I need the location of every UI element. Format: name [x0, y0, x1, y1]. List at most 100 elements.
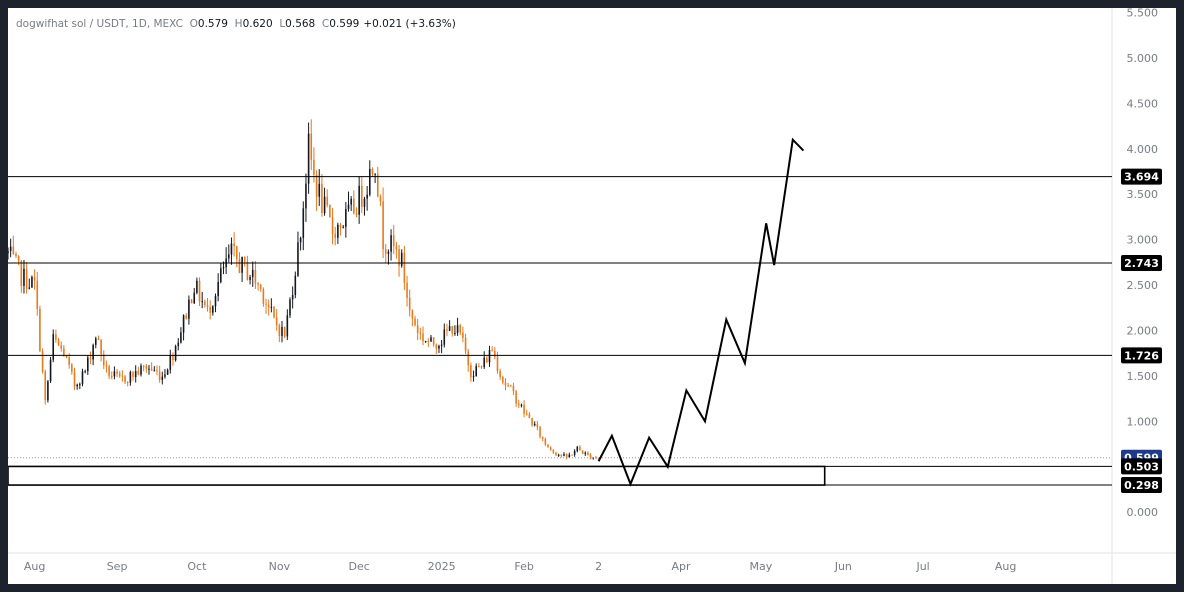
y-tick-label: 0.000	[1127, 506, 1159, 519]
y-tick-label: 3.000	[1127, 234, 1159, 247]
x-tick-label: Nov	[269, 560, 291, 573]
candle-body	[71, 364, 73, 372]
candle-body	[182, 315, 185, 333]
candle-body	[47, 381, 49, 401]
price-chart[interactable]: 0.0000.5001.0001.5002.0002.5003.0003.500…	[8, 8, 1176, 584]
x-tick-label: Sep	[107, 560, 128, 573]
candle-body	[55, 334, 57, 340]
candle-body	[243, 256, 246, 262]
candle-body	[342, 226, 344, 228]
candle-body	[509, 385, 512, 387]
x-tick-label: Aug	[995, 560, 1016, 573]
candle-body	[533, 423, 536, 426]
candle-body	[446, 329, 448, 331]
price-tag-label: 3.694	[1124, 171, 1159, 184]
candle-body	[270, 306, 273, 308]
candle-body	[544, 438, 547, 445]
candle-body	[212, 306, 214, 313]
candle-body	[97, 338, 100, 340]
candle-body	[52, 334, 55, 360]
candle-body	[206, 305, 209, 308]
candle-body	[81, 371, 84, 385]
close-label: C	[321, 18, 330, 30]
candle-body	[456, 325, 459, 333]
projection-path	[597, 137, 805, 487]
candle-body	[222, 267, 225, 269]
candle-body	[241, 256, 243, 273]
candle-body	[581, 450, 584, 454]
candle-body	[331, 217, 334, 235]
candle-body	[416, 325, 419, 333]
candle-body	[323, 196, 326, 214]
candle-body	[220, 268, 222, 283]
candle-body	[494, 351, 496, 357]
candle-body	[475, 366, 478, 377]
candle-body	[408, 297, 411, 311]
candle-body	[25, 268, 28, 289]
candle-body	[430, 337, 432, 342]
y-tick-label: 2.500	[1127, 279, 1159, 292]
candle-body	[371, 168, 374, 175]
candle-body	[238, 258, 241, 273]
price-tag-label: 0.503	[1124, 460, 1159, 473]
candle-body	[33, 276, 36, 281]
candle-body	[273, 306, 275, 318]
candle-body	[283, 326, 286, 337]
candle-body	[9, 246, 12, 251]
candle-body	[39, 308, 41, 352]
x-tick-label: 2025	[428, 560, 456, 573]
candle-body	[480, 366, 483, 368]
candle-body	[310, 133, 313, 160]
candle-body	[406, 282, 408, 298]
candle-body	[116, 371, 118, 374]
price-tag-label: 1.726	[1124, 349, 1159, 362]
candle-body	[188, 299, 190, 319]
candle-body	[294, 275, 297, 295]
candle-body	[201, 301, 203, 303]
candle-body	[565, 454, 568, 458]
candle-body	[382, 201, 384, 250]
candle-body	[249, 277, 251, 280]
candle-body	[73, 371, 76, 387]
candle-body	[547, 444, 549, 448]
open-value: 0.579	[197, 18, 228, 30]
candle-body	[28, 287, 31, 289]
candle-body	[345, 208, 347, 227]
y-tick-label: 5.500	[1127, 8, 1159, 20]
x-tick-label: Feb	[514, 560, 533, 573]
candle-body	[198, 280, 201, 302]
candle-body	[140, 365, 142, 375]
candle-body	[20, 260, 23, 286]
candle-body	[483, 357, 485, 367]
candle-body	[528, 414, 531, 418]
candle-body	[297, 242, 299, 276]
x-tick-label: Apr	[672, 560, 692, 573]
candle-body	[368, 168, 371, 195]
candle-body	[275, 317, 278, 326]
candle-body	[299, 237, 302, 243]
candle-body	[100, 339, 102, 355]
candle-body	[355, 213, 358, 215]
candle-body	[555, 452, 557, 456]
candle-body	[307, 133, 310, 184]
candle-body	[435, 344, 438, 349]
candle-body	[424, 340, 427, 342]
axis-layer: 0.0000.5001.0001.5002.0002.5003.0003.500…	[24, 8, 1162, 573]
candle-body	[142, 365, 145, 367]
candle-body	[172, 355, 174, 361]
candle-body	[573, 451, 576, 455]
candle-body	[454, 332, 456, 334]
candle-body	[595, 457, 597, 459]
candle-body	[462, 332, 464, 338]
candle-body	[121, 375, 124, 377]
candle-body	[411, 310, 414, 319]
price-tag-label: 2.743	[1124, 257, 1159, 270]
candle-body	[105, 365, 108, 367]
candle-body	[57, 339, 60, 346]
candle-body	[118, 373, 121, 376]
change-value: +0.021 (+3.63%)	[363, 18, 456, 30]
candle-body	[129, 372, 132, 383]
candle-body	[289, 299, 291, 316]
candle-body	[438, 345, 440, 349]
candle-body	[8, 250, 9, 254]
